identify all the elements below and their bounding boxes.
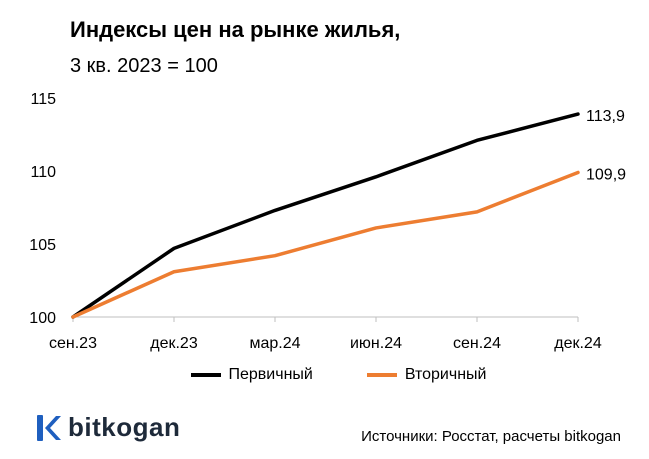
x-tick-label: сен.23 — [49, 335, 97, 352]
y-tick-label: 105 — [29, 237, 56, 254]
legend-label-primary: Первичный — [228, 366, 313, 383]
chart-title: Индексы цен на рынке жилья, — [70, 17, 401, 42]
chart-subtitle: 3 кв. 2023 = 100 — [70, 55, 218, 77]
source-note: Источники: Росстат, расчеты bitkogan — [361, 428, 621, 445]
brand-logo: bitkogan — [36, 412, 180, 443]
brand-name: bitkogan — [68, 412, 181, 442]
x-tick-label: дек.23 — [150, 335, 198, 352]
x-tick-label: июн.24 — [350, 335, 402, 352]
series-line-secondary — [71, 170, 580, 319]
x-tick-label: мар.24 — [249, 335, 300, 352]
bitkogan-logo-icon — [37, 414, 61, 441]
end-labels: 113,9 109,9 — [586, 108, 626, 183]
y-tick-label: 100 — [29, 310, 56, 327]
legend-label-secondary: Вторичный — [404, 366, 487, 383]
series-line-primary — [71, 112, 580, 319]
x-axis: сен.23 дек.23 мар.24 июн.24 сен.24 дек.24 — [49, 316, 602, 352]
end-value-label: 113,9 — [586, 108, 625, 125]
y-tick-label: 115 — [30, 91, 56, 108]
legend: Первичный Вторичный — [0, 366, 649, 384]
x-tick-label: дек.24 — [554, 335, 602, 352]
legend-item-secondary: Вторичный — [366, 366, 487, 384]
x-tick-label: сен.24 — [453, 335, 501, 352]
legend-swatch-primary — [190, 373, 221, 377]
end-value-label: 109,9 — [586, 166, 626, 183]
series-lines — [71, 112, 580, 319]
legend-swatch-secondary — [366, 373, 397, 377]
legend-item-primary: Первичный — [190, 366, 313, 384]
y-axis: 100 105 110 115 — [29, 91, 56, 327]
y-tick-label: 110 — [30, 164, 56, 181]
